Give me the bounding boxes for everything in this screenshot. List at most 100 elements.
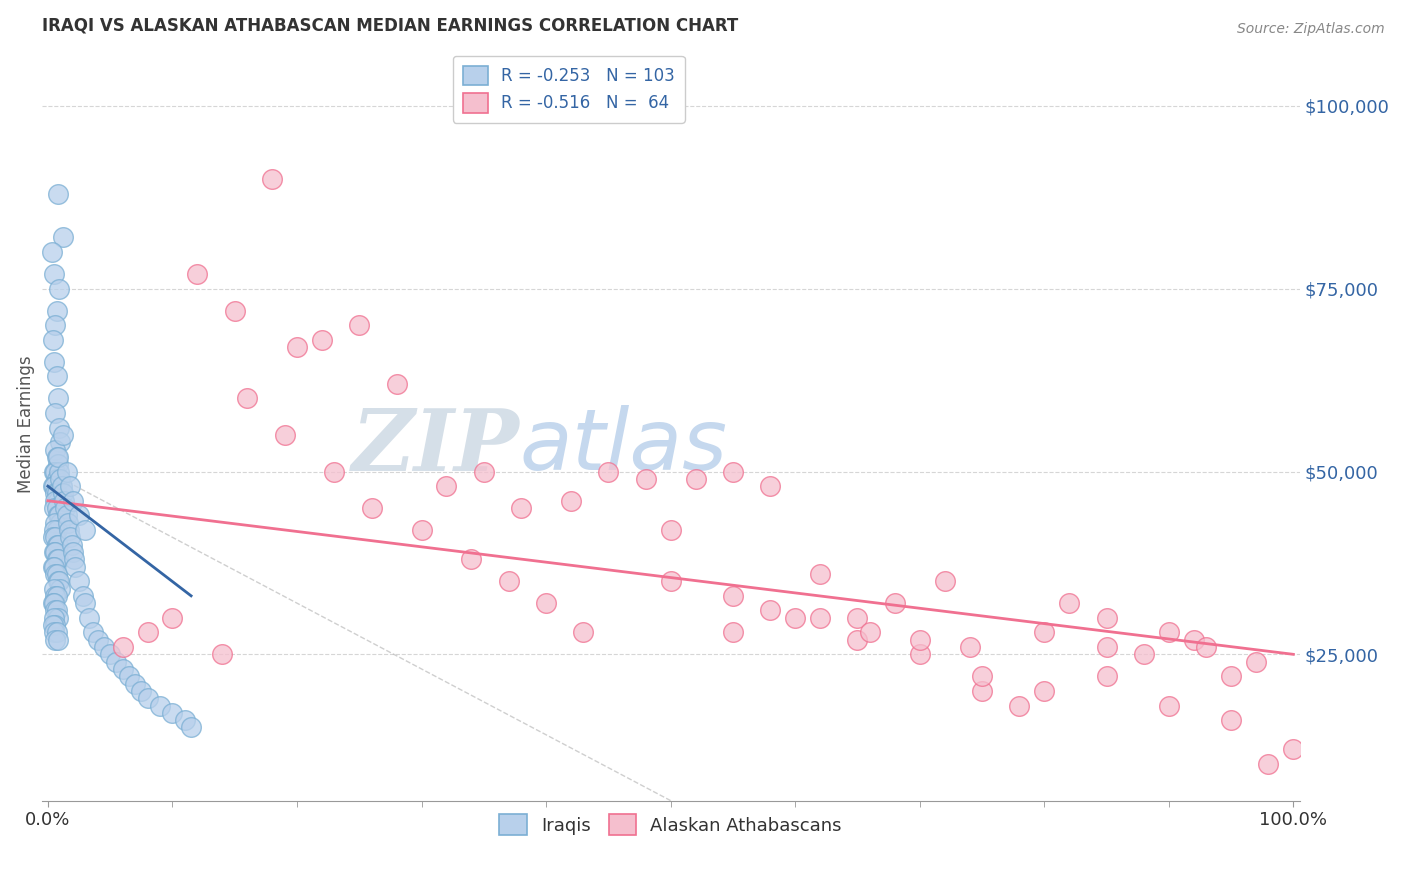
Point: [111, 662, 134, 676]
Point: [44, 442, 66, 457]
Point: [45, 303, 67, 318]
Point: [46, 392, 69, 406]
Point: [273, 428, 295, 442]
Point: [560, 493, 582, 508]
Point: [759, 479, 782, 493]
Point: [42, 479, 65, 493]
Point: [186, 267, 208, 281]
Point: [323, 465, 346, 479]
Point: [1244, 655, 1267, 669]
Point: [46, 493, 69, 508]
Point: [58, 523, 80, 537]
Point: [82, 625, 104, 640]
Point: [49, 435, 72, 450]
Point: [934, 574, 956, 589]
Point: [385, 376, 408, 391]
Point: [48, 508, 70, 523]
Point: [45, 369, 67, 384]
Point: [180, 721, 202, 735]
Text: Source: ZipAtlas.com: Source: ZipAtlas.com: [1237, 22, 1385, 37]
Point: [1220, 713, 1243, 727]
Point: [970, 684, 993, 698]
Point: [510, 501, 533, 516]
Point: [285, 340, 308, 354]
Point: [45, 472, 67, 486]
Point: [721, 465, 744, 479]
Point: [1033, 684, 1056, 698]
Point: [859, 625, 882, 640]
Point: [42, 582, 65, 596]
Point: [49, 582, 72, 596]
Point: [42, 559, 65, 574]
Point: [55, 508, 77, 523]
Point: [67, 574, 90, 589]
Point: [149, 698, 172, 713]
Point: [721, 625, 744, 640]
Point: [970, 669, 993, 683]
Point: [460, 552, 482, 566]
Point: [42, 611, 65, 625]
Text: ZIP: ZIP: [352, 405, 520, 488]
Point: [129, 684, 152, 698]
Point: [118, 669, 141, 683]
Point: [45, 486, 67, 500]
Point: [498, 574, 520, 589]
Point: [44, 516, 66, 530]
Point: [1182, 632, 1205, 647]
Point: [44, 318, 66, 333]
Point: [1008, 698, 1031, 713]
Point: [846, 611, 869, 625]
Point: [42, 479, 65, 493]
Point: [45, 603, 67, 617]
Point: [44, 603, 66, 617]
Point: [46, 574, 69, 589]
Point: [62, 493, 84, 508]
Point: [42, 545, 65, 559]
Point: [1220, 669, 1243, 683]
Point: [46, 611, 69, 625]
Point: [883, 596, 905, 610]
Point: [42, 530, 65, 544]
Point: [211, 648, 233, 662]
Point: [45, 501, 67, 516]
Point: [124, 676, 146, 690]
Point: [472, 465, 495, 479]
Point: [411, 523, 433, 537]
Point: [311, 333, 333, 347]
Point: [46, 538, 69, 552]
Point: [785, 611, 807, 625]
Point: [42, 355, 65, 369]
Point: [45, 552, 67, 566]
Point: [45, 566, 67, 581]
Point: [48, 574, 70, 589]
Point: [260, 172, 283, 186]
Point: [52, 230, 75, 244]
Point: [45, 450, 67, 464]
Point: [55, 465, 77, 479]
Point: [534, 596, 557, 610]
Point: [86, 632, 108, 647]
Point: [959, 640, 981, 654]
Point: [42, 267, 65, 281]
Point: [60, 538, 83, 552]
Point: [44, 486, 66, 500]
Point: [52, 486, 75, 500]
Point: [44, 465, 66, 479]
Point: [634, 472, 657, 486]
Point: [59, 530, 82, 544]
Point: [46, 450, 69, 464]
Point: [42, 596, 65, 610]
Point: [62, 545, 84, 559]
Point: [44, 632, 66, 647]
Point: [75, 596, 97, 610]
Point: [46, 508, 69, 523]
Point: [42, 523, 65, 537]
Point: [42, 596, 65, 610]
Point: [42, 559, 65, 574]
Point: [48, 465, 70, 479]
Text: IRAQI VS ALASKAN ATHABASCAN MEDIAN EARNINGS CORRELATION CHART: IRAQI VS ALASKAN ATHABASCAN MEDIAN EARNI…: [42, 17, 738, 35]
Point: [1095, 669, 1118, 683]
Point: [908, 648, 931, 662]
Point: [846, 632, 869, 647]
Point: [1133, 648, 1156, 662]
